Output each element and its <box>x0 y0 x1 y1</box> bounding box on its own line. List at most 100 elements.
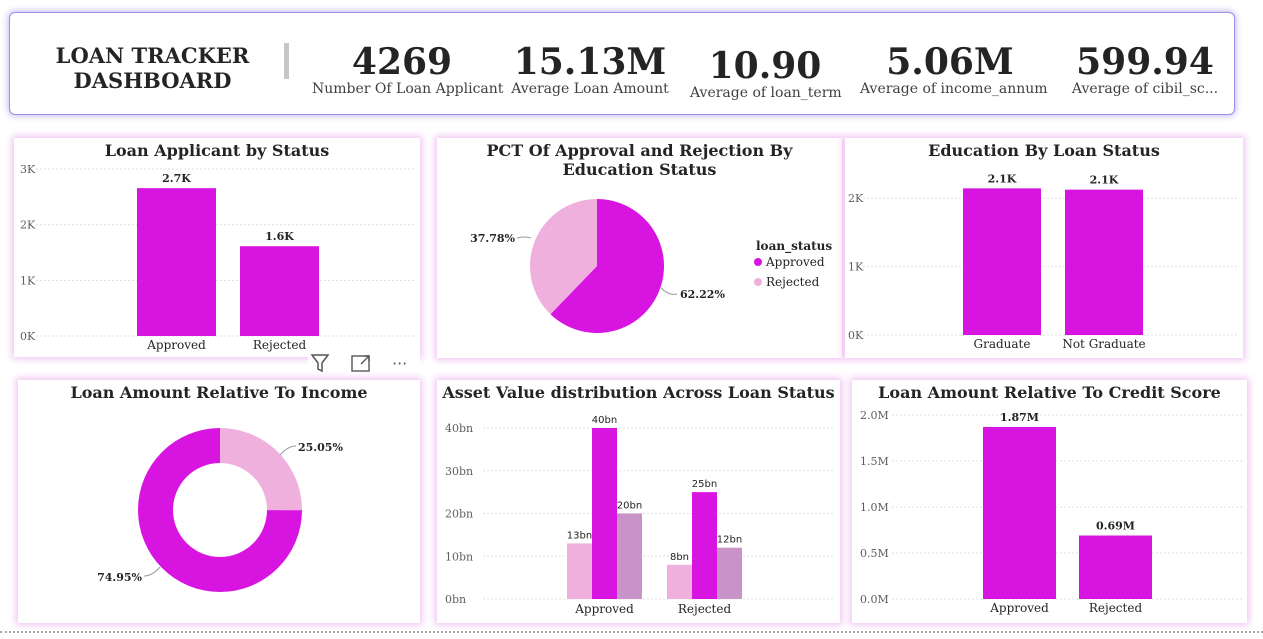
data-label: 1.6K <box>265 230 294 243</box>
donut-slice-25 <box>220 428 303 511</box>
chart-title: Loan Amount Relative To Income <box>70 383 368 402</box>
y-tick-label: 20bn <box>445 508 473 521</box>
y-tick-label: 0bn <box>445 593 466 606</box>
chart-title: PCT Of Approval and Rejection By Educati… <box>486 141 793 179</box>
kpi-value: 599.94 <box>1076 41 1214 83</box>
data-label: 2.7K <box>162 172 191 185</box>
kpi-card-avg-loan-term[interactable]: 10.90 Average of loan_term <box>690 43 842 101</box>
y-tick-label: 1.0M <box>860 501 889 514</box>
bar-not-graduate <box>1065 189 1143 335</box>
visual-header: ··· <box>308 352 420 376</box>
chart-title: Loan Applicant by Status <box>104 141 330 160</box>
leader-line <box>660 287 678 295</box>
kpi-card-applicants[interactable]: 4269 Number Of Loan Applicant <box>312 43 504 97</box>
x-category-label: Not Graduate <box>1062 337 1145 351</box>
kpi-header: LOAN TRACKER DASHBOARD 4269 Number Of Lo… <box>9 12 1235 115</box>
bar-graduate <box>963 188 1041 335</box>
data-label: 37.78% <box>470 232 515 245</box>
legend-title: loan_status <box>756 239 832 254</box>
data-label: 25bn <box>692 479 717 490</box>
kpi-value: 15.13M <box>513 41 667 83</box>
chart-card-education-pct[interactable]: PCT Of Approval and Rejection By Educati… <box>437 138 842 358</box>
legend-marker-rejected <box>754 278 762 286</box>
chart-card-credit-score[interactable]: Loan Amount Relative To Credit Score 0.0… <box>852 380 1247 623</box>
leader-line <box>143 566 161 577</box>
chart-title: Loan Amount Relative To Credit Score <box>878 383 1221 402</box>
y-tick-label: 10bn <box>445 550 473 563</box>
chart-education-by-loan-status: 0K 1K 2K 2.1K Graduate 2.1K Not Graduate <box>848 172 1237 351</box>
kpi-label: Average of cibil_sc... <box>1071 81 1219 97</box>
pie-slice-rejected <box>530 199 597 315</box>
kpi-label: Number Of Loan Applicant <box>312 81 504 97</box>
chart-card-applicant-status[interactable]: Loan Applicant by Status 0K 1K 2K 3K 2.7K App… <box>14 138 420 357</box>
data-label: 40bn <box>592 415 617 426</box>
data-label: 8bn <box>670 552 689 563</box>
y-tick-label: 30bn <box>445 465 473 478</box>
bar-rejected-2 <box>717 547 742 599</box>
chart-title: Education By Loan Status <box>928 141 1160 160</box>
legend-marker-approved <box>754 258 762 266</box>
leader-line <box>279 445 297 456</box>
chart-asset-value-distribution: 0bn 10bn 20bn 30bn 40bn 13bn 40bn 20bn Approved 8… <box>445 415 835 616</box>
y-tick-label: 2K <box>848 192 864 205</box>
donut-slice-75 <box>138 428 302 592</box>
bar-rejected <box>240 246 319 336</box>
kpi-card-avg-income[interactable]: 5.06M Average of income_annum <box>860 41 1048 97</box>
page-bottom-border <box>0 631 1263 633</box>
kpi-value: 5.06M <box>886 41 1014 83</box>
legend-item-rejected: Rejected <box>766 275 820 289</box>
y-tick-label: 2K <box>20 219 36 232</box>
data-label: 0.69M <box>1096 520 1135 533</box>
y-tick-label: 1.5M <box>860 455 889 468</box>
y-tick-label: 0.5M <box>860 547 889 560</box>
data-label: 62.22% <box>680 288 725 301</box>
bar-approved-2 <box>617 513 642 599</box>
x-category-label: Rejected <box>253 338 307 352</box>
chart-loan-amount-relative-income: 25.05% 74.95% <box>97 428 343 592</box>
kpi-value: 10.90 <box>708 45 822 87</box>
dashboard-title: LOAN TRACKER DASHBOARD <box>55 43 250 93</box>
y-tick-label: 0.0M <box>860 593 889 606</box>
x-category-label: Rejected <box>1089 601 1143 615</box>
y-tick-label: 3K <box>20 163 36 176</box>
data-label: 12bn <box>717 535 742 546</box>
data-label: 25.05% <box>298 441 343 454</box>
leader-line <box>516 236 532 239</box>
data-label: 1.87M <box>1000 411 1039 424</box>
data-label: 13bn <box>567 530 592 541</box>
data-label: 20bn <box>617 501 642 512</box>
y-tick-label: 1K <box>848 261 864 274</box>
data-label: 74.95% <box>97 571 142 584</box>
more-options-icon[interactable]: ··· <box>392 354 408 373</box>
chart-card-loan-income[interactable]: Loan Amount Relative To Income 25.05% 74.… <box>18 380 420 623</box>
chart-card-education-status[interactable]: Education By Loan Status 0K 1K 2K 2.1K Gradu… <box>845 138 1243 358</box>
kpi-card-avg-cibil[interactable]: 599.94 Average of cibil_sc... <box>1065 43 1225 97</box>
kpi-card-avg-loan-amount[interactable]: 15.13M Average Loan Amount <box>510 43 670 97</box>
chart-loan-amount-relative-credit: 0.0M 0.5M 1.0M 1.5M 2.0M 1.87M Approved 0.69M Re… <box>860 409 1242 615</box>
bar-approved <box>137 188 216 336</box>
bar-approved <box>983 426 1056 599</box>
data-label: 2.1K <box>988 172 1017 185</box>
y-tick-label: 1K <box>20 274 36 287</box>
data-label: 2.1K <box>1090 174 1119 187</box>
x-category-label: Approved <box>146 338 206 352</box>
title-divider <box>284 43 289 79</box>
chart-title: Asset Value distribution Across Loan Sta… <box>442 383 835 402</box>
kpi-label: Average of loan_term <box>690 85 842 101</box>
legend-item-approved: Approved <box>765 255 825 269</box>
y-tick-label: 40bn <box>445 422 473 435</box>
y-tick-label: 0K <box>20 330 36 343</box>
x-category-label: Approved <box>989 601 1049 615</box>
y-tick-label: 2.0M <box>860 409 889 422</box>
chart-loan-applicant-by-status: 0K 1K 2K 3K 2.7K Approved 1.6K Rejected <box>20 163 414 352</box>
kpi-label: Average of income_annum <box>860 81 1048 97</box>
x-category-label: Rejected <box>678 602 732 616</box>
x-category-label: Graduate <box>974 337 1031 351</box>
bar-approved-0 <box>567 543 592 599</box>
bar-rejected <box>1079 535 1152 599</box>
chart-card-asset-value[interactable]: Asset Value distribution Across Loan Sta… <box>437 380 840 623</box>
x-category-label: Approved <box>574 602 634 616</box>
y-tick-label: 0K <box>848 329 864 342</box>
kpi-label: Average Loan Amount <box>511 81 669 97</box>
